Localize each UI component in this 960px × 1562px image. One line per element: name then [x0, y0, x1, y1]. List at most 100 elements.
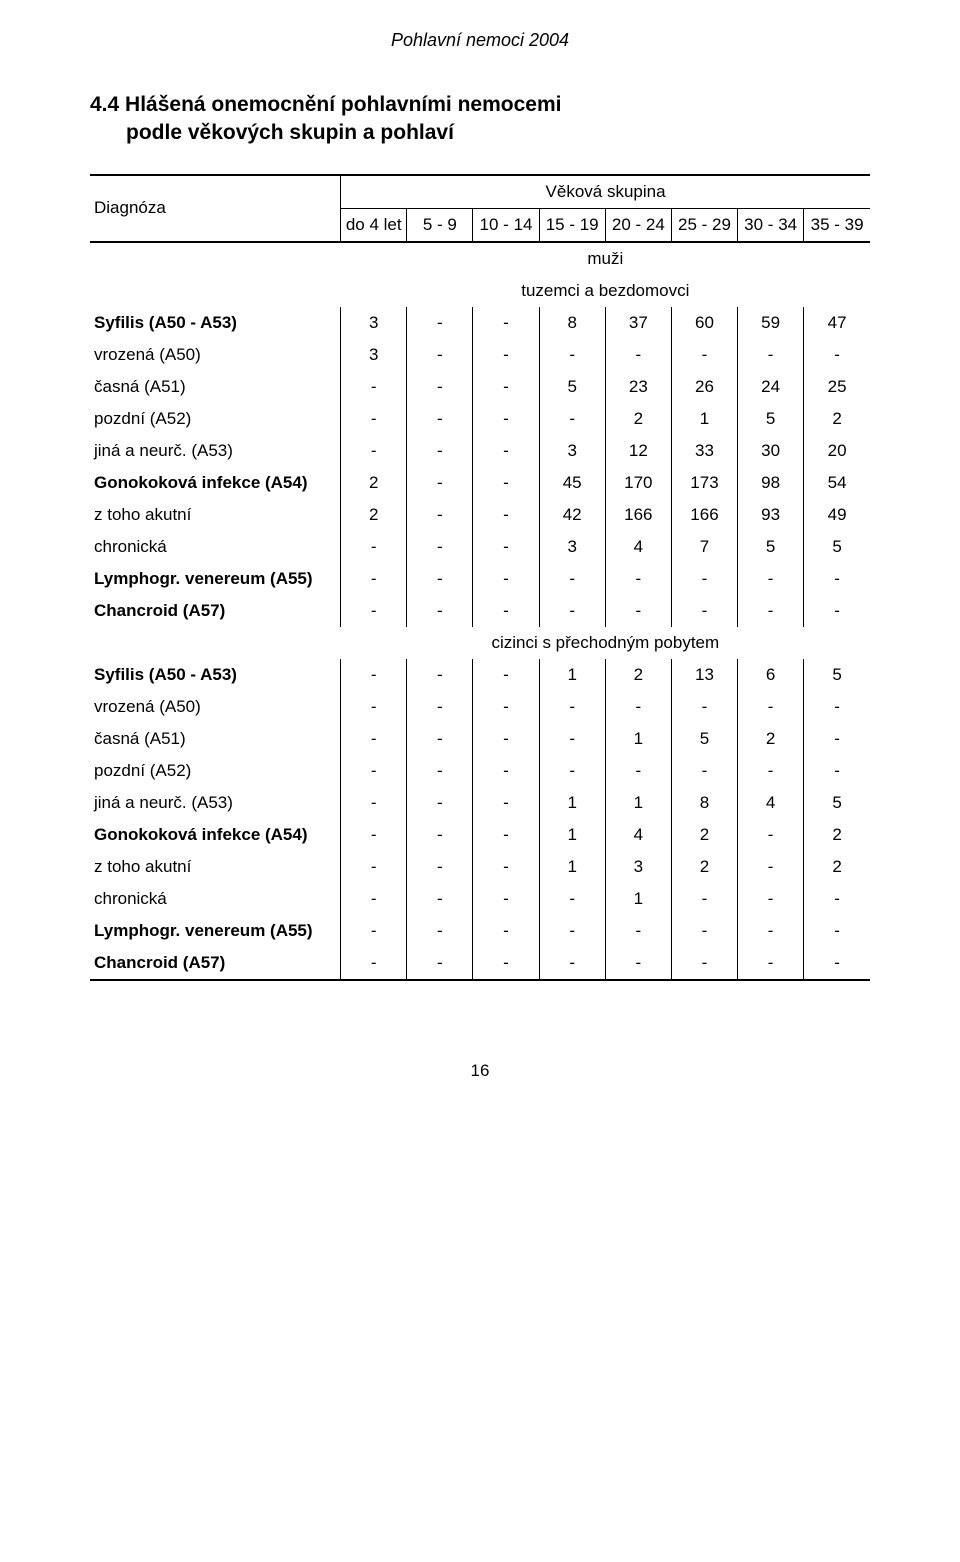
- table-row: z toho akutní2--421661669349: [90, 499, 870, 531]
- page: Pohlavní nemoci 2004 4.4 Hlášená onemocn…: [0, 0, 960, 1131]
- cell: -: [407, 691, 473, 723]
- cell: 5: [804, 531, 870, 563]
- row-label: Syfilis (A50 - A53): [90, 307, 341, 339]
- cell: -: [539, 403, 605, 435]
- cell: -: [341, 915, 407, 947]
- cell: 2: [738, 723, 804, 755]
- cell: 173: [671, 467, 737, 499]
- cell: -: [804, 915, 870, 947]
- cell: -: [473, 403, 539, 435]
- cell: -: [473, 307, 539, 339]
- row-label: z toho akutní: [90, 851, 341, 883]
- cell: -: [539, 595, 605, 627]
- cell: -: [539, 947, 605, 980]
- table-row: jiná a neurč. (A53)---312333020: [90, 435, 870, 467]
- cell: -: [804, 691, 870, 723]
- row-label: jiná a neurč. (A53): [90, 787, 341, 819]
- cell: 3: [341, 339, 407, 371]
- cell: -: [341, 819, 407, 851]
- cell: -: [671, 595, 737, 627]
- cell: 2: [605, 403, 671, 435]
- cell: 1: [605, 787, 671, 819]
- cell: -: [605, 339, 671, 371]
- row-label: Syfilis (A50 - A53): [90, 659, 341, 691]
- cell: -: [473, 371, 539, 403]
- subset1-row: tuzemci a bezdomovci: [90, 275, 870, 307]
- cell: -: [473, 947, 539, 980]
- row-label: chronická: [90, 531, 341, 563]
- cell: -: [804, 883, 870, 915]
- table-row: Chancroid (A57)--------: [90, 947, 870, 980]
- cell: 60: [671, 307, 737, 339]
- cell: -: [407, 915, 473, 947]
- table-row: Chancroid (A57)--------: [90, 595, 870, 627]
- row-label: časná (A51): [90, 723, 341, 755]
- cell: -: [738, 915, 804, 947]
- table-row: chronická---34755: [90, 531, 870, 563]
- col-age-1: 5 - 9: [407, 208, 473, 242]
- row-label: Lymphogr. venereum (A55): [90, 915, 341, 947]
- cell: 170: [605, 467, 671, 499]
- cell: -: [473, 659, 539, 691]
- cell: 2: [341, 467, 407, 499]
- subset2-row: cizinci s přechodným pobytem: [90, 627, 870, 659]
- cell: 3: [341, 307, 407, 339]
- cell: -: [341, 531, 407, 563]
- cell: -: [738, 819, 804, 851]
- cell: 3: [605, 851, 671, 883]
- cell: -: [804, 339, 870, 371]
- cell: -: [738, 563, 804, 595]
- cell: -: [738, 691, 804, 723]
- cell: -: [341, 435, 407, 467]
- cell: 4: [738, 787, 804, 819]
- table-row: pozdní (A52)----2152: [90, 403, 870, 435]
- cell: 2: [804, 819, 870, 851]
- cell: -: [341, 755, 407, 787]
- cell: -: [539, 339, 605, 371]
- cell: 20: [804, 435, 870, 467]
- cell: -: [738, 883, 804, 915]
- cell: -: [407, 883, 473, 915]
- cell: 59: [738, 307, 804, 339]
- subset2-row-label-cell: [90, 627, 341, 659]
- data-table: Diagnóza Věková skupina do 4 let 5 - 9 1…: [90, 174, 870, 981]
- col-diagnoza: Diagnóza: [90, 175, 341, 242]
- cell: 2: [671, 819, 737, 851]
- cell: 1: [605, 723, 671, 755]
- cell: -: [407, 531, 473, 563]
- section-title-line2: podle věkových skupin a pohlaví: [90, 119, 870, 147]
- doc-header: Pohlavní nemoci 2004: [90, 30, 870, 51]
- col-age-5: 25 - 29: [671, 208, 737, 242]
- cell: -: [738, 851, 804, 883]
- cell: 23: [605, 371, 671, 403]
- cell: -: [473, 723, 539, 755]
- cell: 47: [804, 307, 870, 339]
- cell: -: [605, 595, 671, 627]
- cell: 98: [738, 467, 804, 499]
- cell: 1: [605, 883, 671, 915]
- cell: -: [341, 563, 407, 595]
- cell: -: [671, 915, 737, 947]
- cell: -: [473, 499, 539, 531]
- row-label: jiná a neurč. (A53): [90, 435, 341, 467]
- row-label: z toho akutní: [90, 499, 341, 531]
- cell: -: [804, 755, 870, 787]
- cell: 37: [605, 307, 671, 339]
- table-row: Gonokoková infekce (A54)---142-2: [90, 819, 870, 851]
- cell: -: [671, 755, 737, 787]
- cell: 5: [738, 531, 804, 563]
- cell: 6: [738, 659, 804, 691]
- gender-row-text: muži: [341, 242, 870, 275]
- cell: 42: [539, 499, 605, 531]
- cell: -: [539, 755, 605, 787]
- cell: -: [804, 723, 870, 755]
- row-label: Chancroid (A57): [90, 947, 341, 980]
- cell: 8: [671, 787, 737, 819]
- table-row: z toho akutní---132-2: [90, 851, 870, 883]
- cell: -: [407, 435, 473, 467]
- table-row: Gonokoková infekce (A54)2--451701739854: [90, 467, 870, 499]
- cell: 49: [804, 499, 870, 531]
- row-label: vrozená (A50): [90, 339, 341, 371]
- cell: 2: [804, 851, 870, 883]
- cell: -: [341, 787, 407, 819]
